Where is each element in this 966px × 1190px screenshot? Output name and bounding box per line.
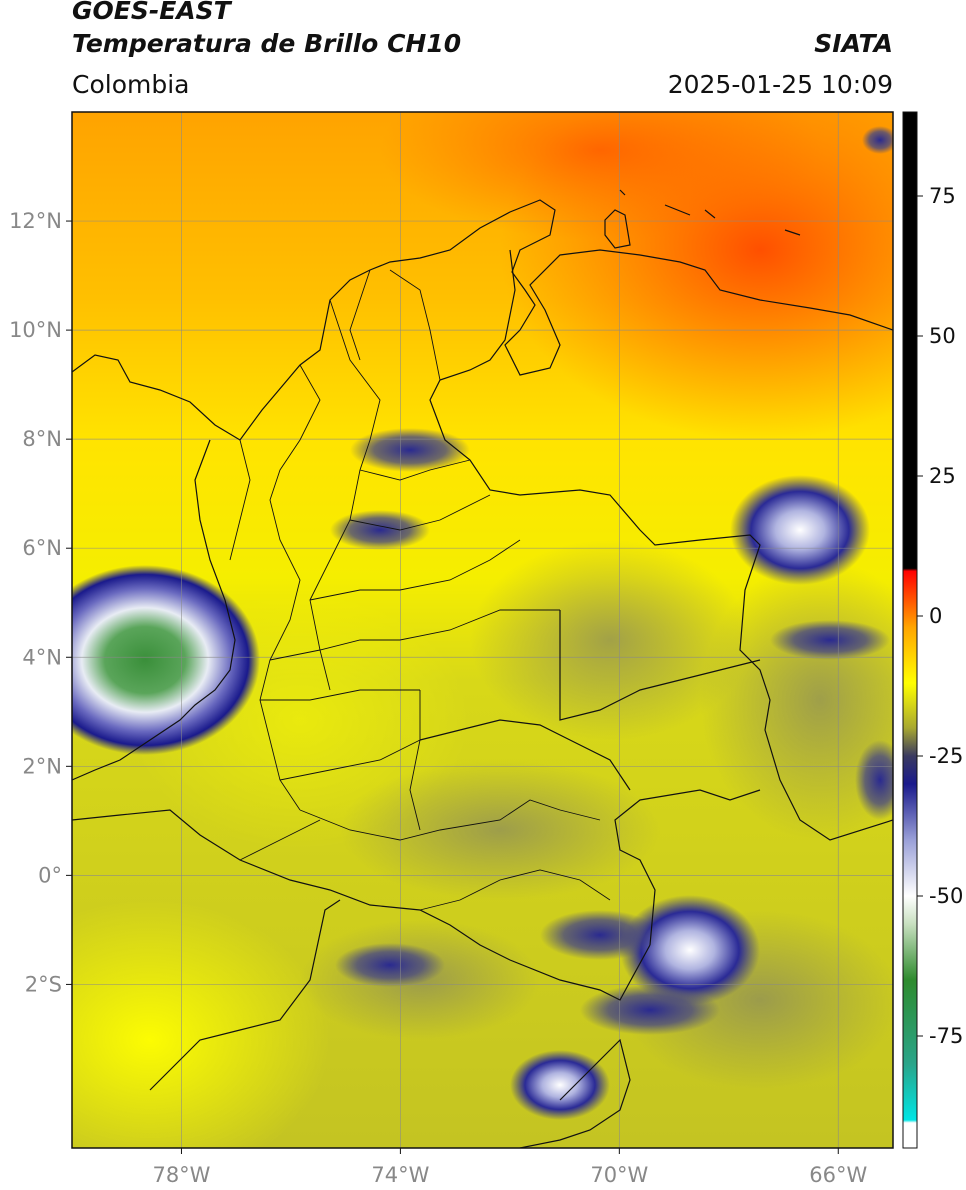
colorbar-scale — [902, 111, 918, 1149]
colorbar-tick-label: -75 — [929, 1024, 963, 1048]
lat-tick-label: 12°N — [9, 209, 62, 233]
lat-tick-label: 4°N — [22, 645, 62, 669]
colombia-venezuela-border — [429, 249, 893, 841]
colorbar: 75 50 25 0 -25 -50 -75 — [902, 111, 963, 1149]
product-title: Temperatura de Brillo CH10 — [72, 29, 462, 58]
lat-tick-label: 6°N — [22, 536, 62, 560]
lon-tick-label: 70°W — [590, 1163, 648, 1187]
lat-tick-label: 10°N — [9, 318, 62, 342]
graticule — [72, 112, 893, 1148]
south-coastline — [149, 899, 341, 1091]
brightness-temperature-field — [72, 112, 893, 1148]
satellite-title: GOES-EAST — [72, 0, 231, 25]
colorbar-tick-label: 0 — [929, 604, 942, 628]
map-frame — [71, 111, 894, 1149]
region-label: Colombia — [72, 70, 190, 99]
lon-tick-label: 66°W — [809, 1163, 867, 1187]
colorbar-tick-label: -50 — [929, 884, 963, 908]
lon-tick-label: 78°W — [152, 1163, 210, 1187]
lon-tick-label: 74°W — [371, 1163, 429, 1187]
lat-tick-label: 8°N — [22, 427, 62, 451]
colorbar-tick-label: 50 — [929, 324, 956, 348]
colorbar-ticks: 75 50 25 0 -25 -50 -75 — [917, 184, 963, 1048]
ecuador-peru-border — [72, 809, 651, 1001]
timestamp-label: 2025-01-25 10:09 — [667, 70, 893, 99]
colorbar-tick-label: 25 — [929, 464, 956, 488]
guaviare-border — [419, 719, 631, 791]
longitude-axis: 78°W 74°W 70°W 66°W — [152, 1148, 867, 1187]
caribbean-islands — [604, 189, 801, 249]
lat-tick-label: 2°N — [22, 754, 62, 778]
department-borders — [229, 269, 611, 911]
lat-tick-label: 2°S — [25, 972, 62, 996]
colorbar-tick-label: 75 — [929, 184, 956, 208]
lat-tick-label: 0° — [38, 863, 62, 887]
pacific-coastline — [72, 439, 236, 781]
peru-brazil-border — [614, 789, 761, 946]
agency-label: SIATA — [814, 29, 893, 58]
latitude-axis: 12°N 10°N 8°N 6°N 4°N 2°N 0° 2°S — [9, 209, 72, 996]
colorbar-tick-label: -25 — [929, 744, 963, 768]
orinoco-border — [559, 610, 761, 721]
amazon-border — [519, 1038, 631, 1148]
